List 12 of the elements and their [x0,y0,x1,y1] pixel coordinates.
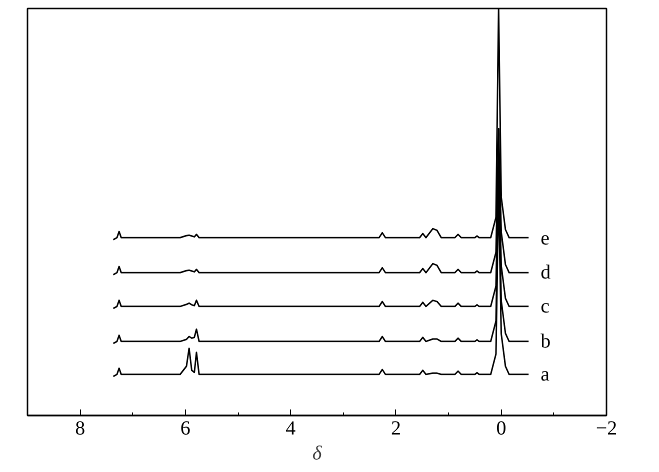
series-label: b [540,330,551,352]
x-tick-label: 6 [180,418,190,440]
x-tick-label: 0 [496,418,506,440]
series-label: e [540,228,550,250]
x-tick-label: 8 [75,418,86,440]
x-tick-label: −2 [596,418,618,440]
series-label: d [540,262,551,284]
x-tick-label: 2 [390,418,401,440]
series-label: a [540,363,550,386]
x-tick-label: 4 [286,418,296,440]
x-axis-title: δ [312,442,322,464]
series-label: c [540,295,550,318]
